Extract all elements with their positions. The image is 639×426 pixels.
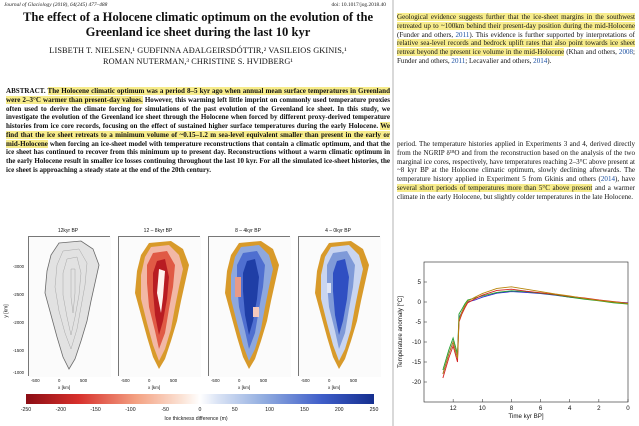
panel-x-tick: -500 [121,378,130,383]
greenland-loss-map [119,237,201,377]
map-panel-12-8kyr [118,236,201,377]
x-tick-label: 6 [539,405,543,412]
panel-y-tick: -3000 [13,264,24,269]
x-axis-label: Time kyr BP] [508,413,543,420]
temperature-anomaly-chart: 5 0 -5 -10 -15 -20 12 10 8 6 4 2 0 Time kyr BP] Temper… [394,252,639,426]
colorbar-tick: -250 [20,407,32,413]
panel-y-tick: -1000 [13,370,24,375]
right-paragraph-2: period. The temperature histories applie… [397,140,635,201]
right-text: period. The temperature histories applie… [397,140,635,183]
authors-line-2: ROMAN NUTERMAN,³ CHRISTINE S. HVIDBERG¹ [102,57,294,66]
citation-link[interactable]: 2011 [451,56,466,65]
panel-x-tick: -500 [31,378,40,383]
colorbar-tick: 250 [369,407,379,413]
panel-x-tick: 500 [260,378,268,383]
right-text: ). This evidence is further supported by… [469,30,635,39]
panel-x-label: x [km] [238,385,251,390]
y-tick-label: -15 [412,359,422,366]
citation-link[interactable]: 2011 [455,30,470,39]
x-tick-label: 4 [568,405,572,412]
temperature-chart-svg: 5 0 -5 -10 -15 -20 12 10 8 6 4 2 0 Time kyr BP] Temper… [397,261,630,420]
panel-x-tick: -500 [211,378,220,383]
abstract-label: ABSTRACT. [6,87,46,95]
right-page: Geological evidence suggests further tha… [394,0,639,426]
colorbar-label: Ice thickness difference (m) [164,416,228,422]
colorbar-tick: 150 [300,407,309,413]
right-text: ), have [615,175,635,183]
map-panel-12kyr [28,236,111,377]
map-panel-4-0kyr [298,236,381,377]
panel-y-tick: -1500 [13,348,24,353]
right-text: (Khan and others, [564,48,619,56]
panel-y-tick: -2000 [13,320,24,325]
colorbar-tick: 50 [231,407,238,413]
citation-link[interactable]: 2008 [618,48,634,56]
panel-x-label: x [km] [58,385,71,390]
y-tick-label: -10 [412,339,422,346]
x-tick-label: 10 [479,405,486,412]
y-tick-label: 5 [418,279,422,286]
colorbar-tick: -100 [125,407,136,413]
paper-title: The effect of a Holocene climatic optimu… [22,10,374,39]
panel-x-tick: -500 [301,378,310,383]
ice-thickness-figure: y [km] -3000 -2500 -2000 -1500 -1000 12k… [0,226,392,426]
right-highlight-3: several short periods of temperatures mo… [397,183,593,192]
right-text: (Funder and others, [397,30,456,39]
series-line-4 [442,286,629,375]
doi[interactable]: doi: 10.1017/jog.2018.40 [331,2,386,8]
plot-frame [423,261,629,403]
authors-line-1: LISBETH T. NIELSEN,¹ GUÐFINNA AÐALGEIRSD… [49,46,347,55]
right-text: ; Funder and others, [397,48,635,65]
colorbar-tick: -200 [55,407,66,413]
right-paragraph-1: Geological evidence suggests further tha… [397,13,635,66]
colorbar [26,394,374,404]
panel-x-tick: 500 [80,378,88,383]
x-tick-label: 8 [510,405,514,412]
right-text: ; Lecavalier and others, [465,56,534,65]
panel-title-1: 12kyr BP [57,228,79,234]
panel-x-tick: 500 [350,378,358,383]
panel-y-tick: -2500 [13,292,24,297]
panel-title-4: 4 – 0kyr BP [325,228,351,234]
right-highlight-1: Geological evidence suggests further tha… [397,13,635,30]
y-tick-label: 0 [418,299,422,306]
left-page: Journal of Glaciology (2018), 64(245) 47… [0,2,392,426]
panel-title-2: 12 – 8kyr BP [143,228,173,234]
greenland-outline-map [29,237,111,377]
right-text: ). [547,56,552,65]
panel-x-label: x [km] [148,385,161,390]
panel-title-3: 8 – 4kyr BP [235,228,261,234]
x-tick-label: 0 [626,405,630,412]
panel-x-tick: 0 [328,378,331,383]
panel-x-label: x [km] [328,385,341,390]
greenland-gain-map [299,237,381,377]
authors: LISBETH T. NIELSEN,¹ GUÐFINNA AÐALGEIRSD… [8,45,388,67]
panel-x-tick: 0 [238,378,241,383]
colorbar-tick: -150 [90,407,101,413]
y-tick-label: -5 [415,319,421,326]
map-panel-8-4kyr [208,236,291,377]
greenland-change-map [209,237,291,377]
x-tick-label: 12 [450,405,457,412]
panel-y-axis-label: y [km] [3,304,10,318]
abstract-text-1: However, this warming left little imprin… [6,95,390,130]
right-text: and a warmer climate in the early Holoce… [397,183,635,201]
citation-link[interactable]: 2014 [600,175,615,183]
colorbar-tick: 200 [334,407,344,413]
colorbar-tick: 100 [265,407,274,413]
citation-link[interactable]: 2014 [533,56,548,65]
x-tick-label: 2 [597,405,601,412]
page-divider [392,0,394,426]
panel-x-tick: 0 [58,378,61,383]
colorbar-tick: 0 [198,407,202,413]
colorbar-tick: -50 [161,407,169,413]
panel-x-tick: 500 [170,378,178,383]
y-tick-label: -20 [412,379,422,386]
y-axis-label: Temperature anomaly [°C] [397,296,404,368]
journal-reference: Journal of Glaciology (2018), 64(245) 47… [4,2,108,8]
abstract-text-2: when forcing an ice-sheet model with tem… [6,139,390,174]
panel-x-tick: 0 [148,378,151,383]
abstract: ABSTRACT. The Holocene climatic optimum … [6,87,390,175]
